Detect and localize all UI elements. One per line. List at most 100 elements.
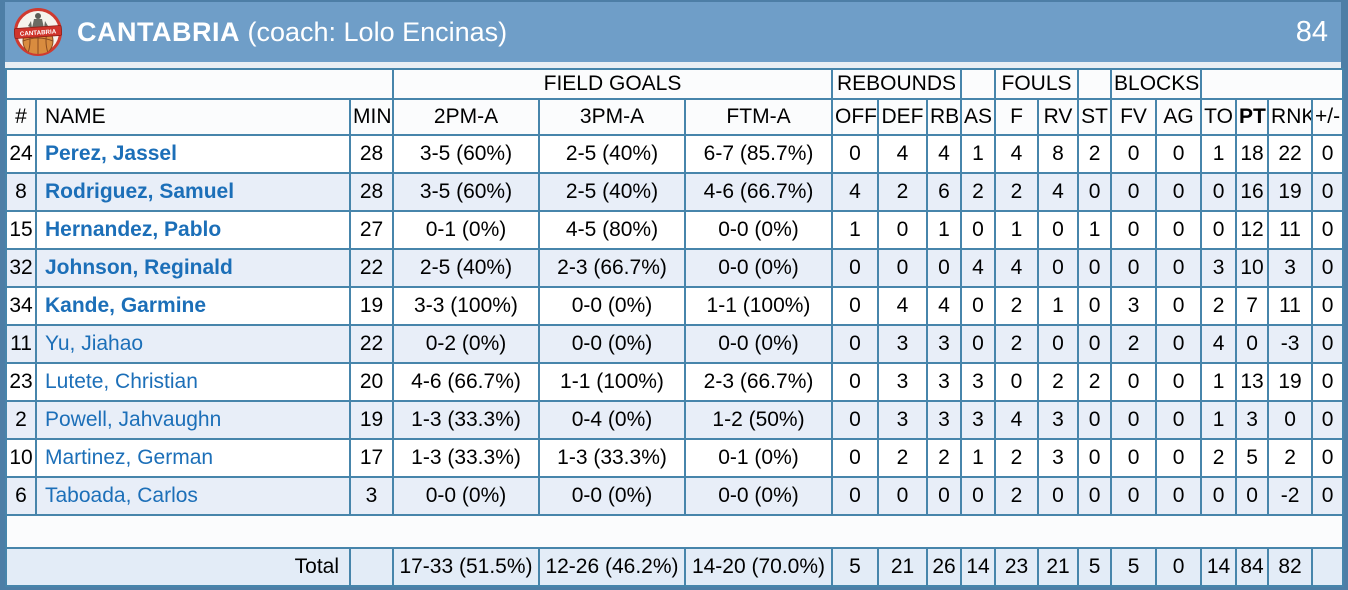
stat-cell-p2: 4-6 (66.7%) bbox=[392, 362, 540, 402]
stat-cell-to: 0 bbox=[1200, 172, 1238, 212]
player-name-cell[interactable]: Hernandez, Pablo bbox=[35, 210, 351, 250]
col-header-2pm-a: 2PM-A bbox=[392, 98, 540, 136]
player-number-cell: 6 bbox=[5, 476, 37, 516]
stat-cell-rb: 3 bbox=[925, 400, 963, 440]
player-name-cell[interactable]: Taboada, Carlos bbox=[35, 476, 351, 516]
stat-cell-fv: 0 bbox=[1110, 400, 1158, 440]
stat-cell-p2: 3-5 (60%) bbox=[392, 134, 540, 174]
stat-cell-as: 2 bbox=[960, 172, 997, 212]
player-name-cell[interactable]: Perez, Jassel bbox=[35, 134, 351, 174]
stat-cell-as: 0 bbox=[960, 210, 997, 250]
blocks-group-header: BLOCKS bbox=[1110, 68, 1203, 100]
stat-cell-fv: 0 bbox=[1110, 476, 1158, 516]
team-name: CANTABRIA bbox=[77, 16, 240, 47]
stat-cell-rv: 0 bbox=[1037, 324, 1080, 364]
total-off: 5 bbox=[831, 547, 879, 587]
stat-cell-p2: 0-2 (0%) bbox=[392, 324, 540, 364]
stat-cell-pt: 10 bbox=[1235, 248, 1270, 288]
stat-cell-p2: 3-5 (60%) bbox=[392, 172, 540, 212]
total-fv: 5 bbox=[1110, 547, 1158, 587]
stat-cell-off: 4 bbox=[831, 172, 879, 212]
player-name-cell[interactable]: Lutete, Christian bbox=[35, 362, 351, 402]
col-header-ag: AG bbox=[1155, 98, 1203, 136]
stat-cell-rv: 8 bbox=[1037, 134, 1080, 174]
spacer-row bbox=[4, 514, 1345, 549]
stat-cell-off: 0 bbox=[831, 400, 879, 440]
stat-cell-pm: 0 bbox=[1311, 172, 1345, 212]
player-number-cell: 15 bbox=[5, 210, 37, 250]
total-rnk: 82 bbox=[1267, 547, 1314, 587]
page-title: CANTABRIA (coach: Lolo Encinas) bbox=[77, 17, 507, 48]
stat-cell-def: 2 bbox=[877, 172, 928, 212]
coach-label: (coach: Lolo Encinas) bbox=[247, 16, 508, 47]
player-row: 24 Perez, Jassel 28 3-5 (60%) 2-5 (40%) 6-7 (… bbox=[5, 134, 1345, 174]
player-name-cell[interactable]: Martinez, German bbox=[35, 438, 351, 478]
stat-cell-pt: 18 bbox=[1235, 134, 1270, 174]
stat-cell-ft: 2-3 (66.7%) bbox=[684, 362, 833, 402]
stat-cell-rnk: 11 bbox=[1267, 210, 1314, 250]
stat-cell-off: 0 bbox=[831, 134, 879, 174]
stat-cell-pm: 0 bbox=[1311, 286, 1345, 326]
col-header-f: F bbox=[994, 98, 1040, 136]
player-number-cell: 8 bbox=[5, 172, 37, 212]
stat-cell-f: 0 bbox=[994, 362, 1040, 402]
stat-cell-min: 28 bbox=[349, 172, 394, 212]
stat-cell-def: 2 bbox=[877, 438, 928, 478]
stat-cell-fv: 0 bbox=[1110, 438, 1158, 478]
player-name-cell[interactable]: Yu, Jiahao bbox=[35, 324, 351, 364]
stat-cell-st: 2 bbox=[1077, 362, 1113, 402]
col-header-off: OFF bbox=[831, 98, 879, 136]
stat-cell-rv: 0 bbox=[1037, 248, 1080, 288]
stat-cell-pm: 0 bbox=[1311, 400, 1345, 440]
player-name-cell[interactable]: Rodriguez, Samuel bbox=[35, 172, 351, 212]
stat-cell-ft: 0-0 (0%) bbox=[684, 248, 833, 288]
rebounds-group-header: REBOUNDS bbox=[830, 68, 963, 100]
stat-cell-min: 22 bbox=[349, 324, 394, 364]
stat-cell-rb: 4 bbox=[925, 286, 963, 326]
stat-cell-pt: 0 bbox=[1235, 476, 1270, 516]
stat-cell-as: 0 bbox=[960, 286, 997, 326]
stat-cell-ft: 0-0 (0%) bbox=[684, 210, 833, 250]
stat-cell-off: 0 bbox=[831, 324, 879, 364]
player-row: 10 Martinez, German 17 1-3 (33.3%) 1-3 (33.3… bbox=[5, 438, 1345, 478]
stat-cell-ft: 4-6 (66.7%) bbox=[684, 172, 833, 212]
total-label: Total bbox=[5, 547, 351, 587]
stat-cell-fv: 0 bbox=[1110, 172, 1158, 212]
col-header-to: TO bbox=[1200, 98, 1238, 136]
stat-cell-p3: 1-3 (33.3%) bbox=[538, 438, 686, 478]
stat-cell-ag: 0 bbox=[1155, 400, 1203, 440]
stat-cell-as: 3 bbox=[960, 362, 997, 402]
player-name-cell[interactable]: Kande, Garmine bbox=[35, 286, 351, 326]
stat-cell-as: 1 bbox=[960, 134, 997, 174]
stat-cell-rnk: 0 bbox=[1267, 400, 1314, 440]
col-header-name: NAME bbox=[35, 98, 351, 136]
stat-cell-to: 0 bbox=[1200, 476, 1238, 516]
player-row: 2 Powell, Jahvaughn 19 1-3 (33.3%) 0-4 (0%) 1… bbox=[5, 400, 1345, 440]
stat-cell-ft: 0-0 (0%) bbox=[684, 324, 833, 364]
stat-cell-f: 2 bbox=[994, 172, 1040, 212]
stat-cell-off: 0 bbox=[831, 438, 879, 478]
stat-cell-min: 28 bbox=[349, 134, 394, 174]
group-header-spacer bbox=[1077, 68, 1113, 100]
stat-cell-ag: 0 bbox=[1155, 286, 1203, 326]
total-plusminus bbox=[1311, 547, 1345, 587]
player-name-cell[interactable]: Johnson, Reginald bbox=[35, 248, 351, 288]
stat-cell-off: 0 bbox=[831, 362, 879, 402]
stat-cell-rnk: -2 bbox=[1267, 476, 1314, 516]
stat-cell-to: 1 bbox=[1200, 134, 1238, 174]
stat-cell-def: 3 bbox=[877, 400, 928, 440]
stat-cell-f: 2 bbox=[994, 476, 1040, 516]
stat-cell-min: 17 bbox=[349, 438, 394, 478]
player-name-cell[interactable]: Powell, Jahvaughn bbox=[35, 400, 351, 440]
stat-cell-ft: 1-2 (50%) bbox=[684, 400, 833, 440]
stat-cell-ag: 0 bbox=[1155, 324, 1203, 364]
col-header-ftm-a: FTM-A bbox=[684, 98, 833, 136]
player-number-cell: 23 bbox=[5, 362, 37, 402]
stat-cell-as: 4 bbox=[960, 248, 997, 288]
col-header-number: # bbox=[5, 98, 37, 136]
box-score-table: FIELD GOALS REBOUNDS FOULS BLOCKS # NAME… bbox=[4, 68, 1345, 587]
player-row: 11 Yu, Jiahao 22 0-2 (0%) 0-0 (0%) 0-0 (0%) 0 3… bbox=[5, 324, 1345, 364]
stat-cell-pt: 16 bbox=[1235, 172, 1270, 212]
stat-cell-fv: 2 bbox=[1110, 324, 1158, 364]
